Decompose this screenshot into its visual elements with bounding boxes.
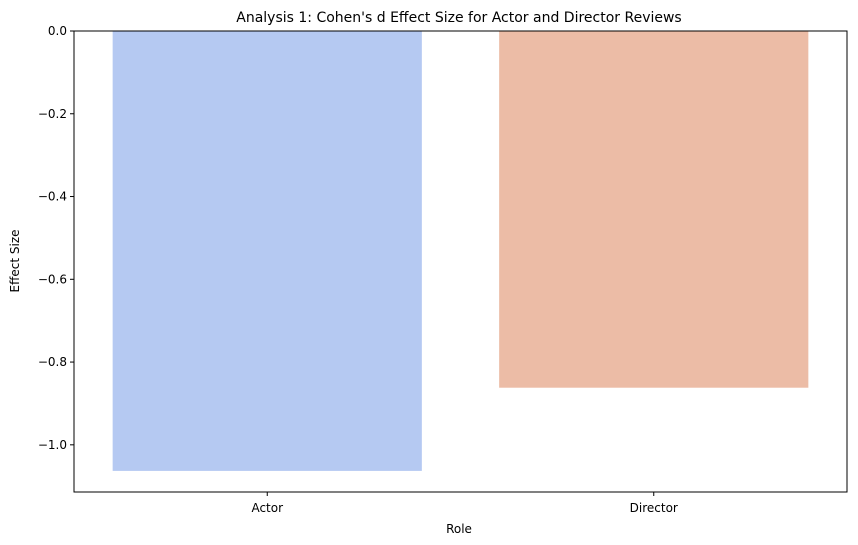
- bar-director: [499, 31, 809, 388]
- bar-actor: [112, 31, 422, 471]
- x-axis: Actor Director: [251, 492, 678, 515]
- chart-title: Analysis 1: Cohen's d Effect Size for Ac…: [236, 10, 681, 26]
- y-tick-label: −1.0: [38, 438, 67, 452]
- plot-frame: [73, 30, 848, 493]
- y-tick-label: −0.2: [38, 107, 67, 121]
- x-axis-label: Role: [446, 522, 472, 536]
- y-tick-label: −0.4: [38, 190, 67, 204]
- y-tick-label: 0.0: [48, 24, 67, 38]
- y-tick-label: −0.8: [38, 355, 67, 369]
- x-tick-label-actor: Actor: [251, 501, 283, 515]
- y-tick-label: −0.6: [38, 272, 67, 286]
- y-axis: 0.0 −0.2 −0.4 −0.6 −0.8 −1.0: [38, 24, 74, 452]
- bars: [112, 31, 809, 471]
- x-tick-label-director: Director: [630, 501, 678, 515]
- y-axis-label: Effect Size: [8, 230, 22, 293]
